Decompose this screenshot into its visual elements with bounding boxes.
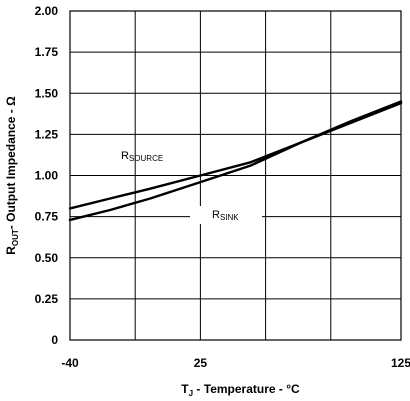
grid-lines [69, 10, 402, 341]
x-axis-ticks: -40 25 125 [61, 356, 410, 370]
x-tick-label: 125 [391, 356, 410, 370]
y-axis-label-main: R [4, 246, 18, 255]
y-axis-label-rest: - Output Impedance - Ω [4, 96, 18, 229]
y-tick-label: 2.00 [35, 4, 59, 18]
y-tick-label: 1.00 [35, 169, 59, 183]
y-axis-label-sub: OUT [11, 229, 20, 246]
y-tick-label: 0.25 [35, 292, 59, 306]
y-tick-label: 1.50 [35, 86, 59, 100]
x-axis-label: TJ - Temperature - °C [181, 382, 300, 398]
series-labels: RSOURCE RSINK [121, 150, 262, 224]
y-axis-ticks: 0 0.25 0.50 0.75 1.00 1.25 1.50 1.75 2.00 [35, 4, 59, 347]
x-axis-label-sub: J [189, 389, 193, 398]
series-label-rsource: RSOURCE [121, 150, 163, 163]
x-axis-label-main: T [181, 382, 189, 396]
series-label-rsink: RSINK [212, 209, 239, 222]
series-line-rsink [68, 101, 403, 222]
y-tick-label: 0.50 [35, 251, 59, 265]
plot-area-frame [69, 10, 402, 341]
y-tick-label: 0 [51, 333, 58, 347]
series-lines [68, 100, 403, 222]
x-axis-label-rest: - Temperature - °C [193, 382, 300, 396]
y-tick-label: 0.75 [35, 210, 59, 224]
y-axis-label: ROUT- Output Impedance - Ω [4, 96, 20, 255]
y-tick-label: 1.75 [35, 45, 59, 59]
x-tick-label: -40 [61, 356, 79, 370]
y-tick-label: 1.25 [35, 127, 59, 141]
series-line-rsource [68, 100, 403, 210]
x-tick-label: 25 [194, 356, 208, 370]
series-label-background [190, 206, 262, 224]
